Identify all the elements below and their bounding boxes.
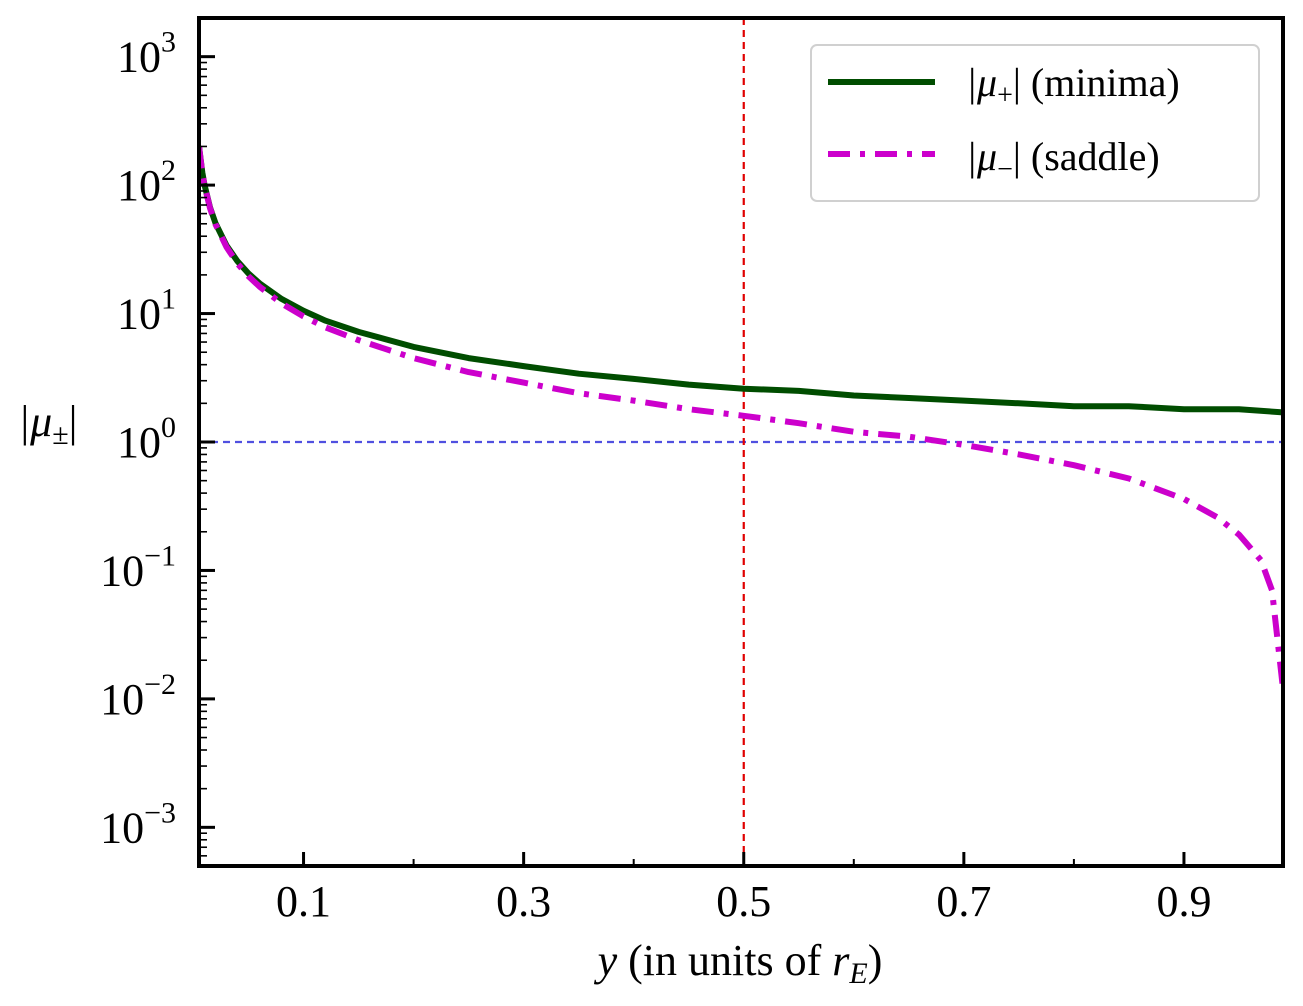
y-tick-label: 10−3 <box>100 796 176 852</box>
legend-label-minima: |μ+| (minima) <box>966 60 1180 111</box>
legend-label-saddle: |μ−| (saddle) <box>966 134 1160 185</box>
x-tick-label: 0.9 <box>1156 877 1211 926</box>
y-axis-label: |μ±| <box>18 397 77 451</box>
y-tick-label: 102 <box>117 154 176 210</box>
series-line-saddle <box>199 146 1283 690</box>
series-layer <box>199 145 1283 690</box>
y-tick-label: 101 <box>117 283 176 339</box>
x-tick-label: 0.7 <box>936 877 991 926</box>
x-axis-label: y (in units of rE) <box>594 936 883 990</box>
y-tick-label: 10−2 <box>100 668 176 724</box>
y-tick-label: 103 <box>117 26 176 82</box>
legend: |μ+| (minima) |μ−| (saddle) <box>810 44 1260 202</box>
y-tick-label: 100 <box>117 411 176 467</box>
axis-ticks: 0.1 0.3 0.5 0.7 0.9 103 102 101 100 10−1 10−2 10−3 <box>100 17 1211 926</box>
x-tick-label: 0.5 <box>716 877 771 926</box>
x-tick-label: 0.3 <box>496 877 551 926</box>
reference-lines <box>199 18 1283 866</box>
x-tick-label: 0.1 <box>276 877 331 926</box>
y-tick-label: 10−1 <box>100 539 176 595</box>
